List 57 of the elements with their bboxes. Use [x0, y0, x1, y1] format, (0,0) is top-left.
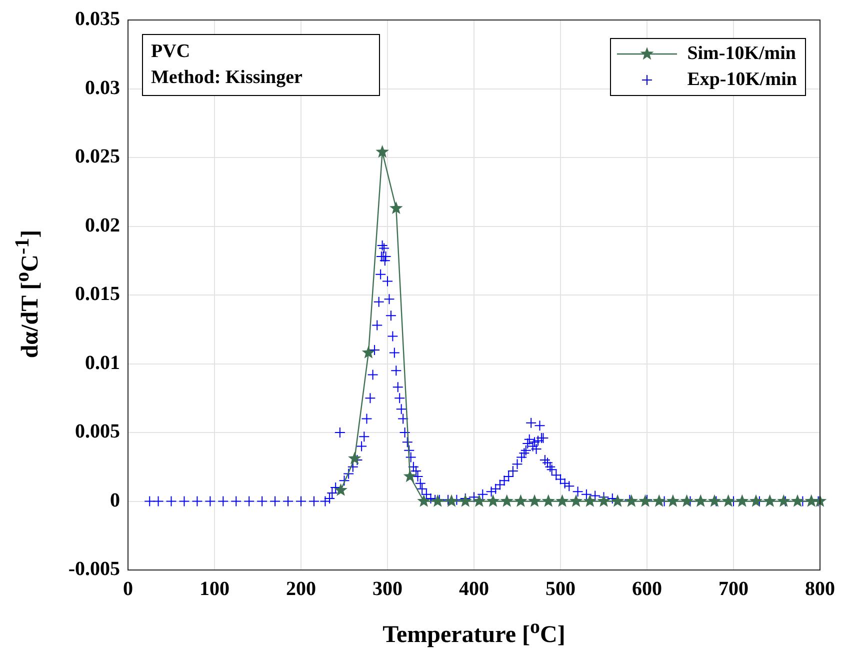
point [735, 494, 749, 507]
x-tick-label: 500 [546, 578, 576, 600]
annotation: PVC [151, 40, 192, 64]
point [528, 494, 542, 507]
y-tick-label: 0.015 [75, 283, 120, 306]
point [376, 145, 389, 158]
point [610, 494, 624, 507]
y-tick-label: 0.03 [85, 76, 120, 99]
note-box: PVC Method: Kissinger [142, 34, 380, 96]
x-tick-label: 400 [459, 578, 489, 600]
point [362, 346, 376, 358]
y-tick-label: 0.035 [75, 8, 120, 30]
point [680, 494, 694, 507]
point [638, 494, 652, 507]
point [458, 494, 472, 507]
legend-label: Exp-10K/min [687, 68, 797, 92]
y-tick-label: 0 [110, 489, 120, 512]
point [569, 494, 583, 507]
x-tick-label: 200 [286, 578, 316, 600]
point [472, 494, 486, 507]
x-tick-label: 600 [632, 578, 662, 600]
y-tick-label: 0.025 [75, 146, 120, 168]
point [514, 494, 528, 507]
point [500, 494, 514, 507]
point [597, 494, 610, 507]
point [334, 483, 348, 496]
x-tick-label: 300 [372, 578, 402, 600]
y-tick-label: -0.005 [68, 558, 120, 580]
point [763, 494, 776, 507]
point [556, 494, 569, 507]
point [749, 494, 763, 507]
x-tick-label: 800 [805, 578, 835, 600]
point [790, 494, 804, 507]
point [722, 494, 735, 507]
point [403, 470, 417, 482]
point [583, 494, 597, 507]
legend-label: Sim-10K/min [687, 42, 796, 66]
y-tick-label: 0.01 [85, 352, 120, 374]
point [444, 494, 458, 507]
point [417, 494, 430, 507]
point [708, 494, 722, 507]
y-tick-label: 0.005 [75, 420, 120, 443]
x-tick-label: 700 [718, 578, 748, 600]
point [694, 494, 708, 507]
annotation: Method: Kissinger [151, 66, 304, 90]
point [666, 494, 680, 507]
point [486, 494, 500, 507]
y-tick-label: 0.02 [85, 214, 120, 236]
point [542, 494, 556, 507]
point [624, 494, 638, 507]
point [431, 494, 444, 507]
point [389, 201, 403, 214]
x-axis-title: Temperature [$^{o}$C] [382, 616, 566, 649]
point [777, 494, 790, 507]
point [348, 452, 362, 464]
point [652, 494, 666, 507]
x-tick-label: 100 [200, 578, 230, 600]
